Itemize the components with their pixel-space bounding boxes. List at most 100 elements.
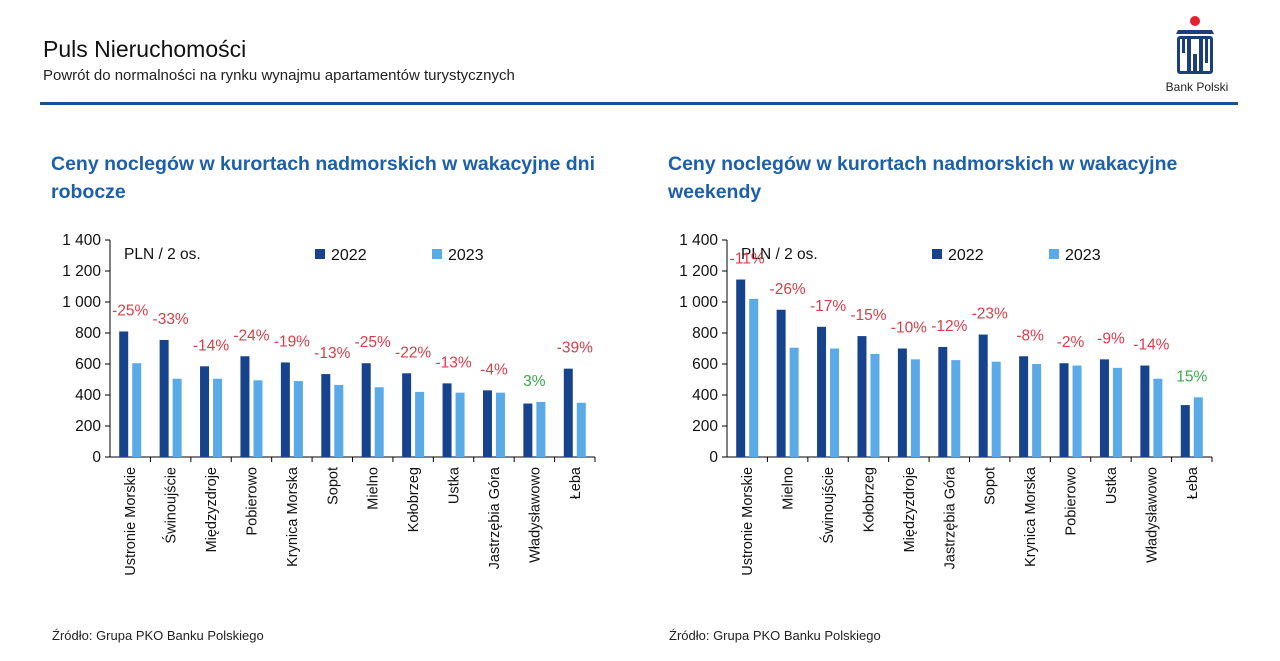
bar-2022 (523, 403, 533, 457)
y-tick-label: 1 400 (62, 232, 101, 249)
bar-2023 (293, 381, 303, 457)
change-label: -11% (730, 251, 765, 268)
y-tick-label: 200 (75, 418, 101, 435)
x-category-label: Międzyzdroje (902, 467, 918, 552)
bar-2023 (991, 361, 1001, 457)
bar-2022 (897, 348, 907, 457)
bar-2022 (159, 339, 169, 457)
x-category-label: Władysławowo (527, 467, 543, 563)
bar-2023 (455, 392, 465, 457)
y-tick-label: 600 (692, 356, 718, 373)
bar-2022 (482, 390, 492, 457)
change-label: -2% (1057, 334, 1085, 351)
x-category-label: Ustronie Morskie (123, 467, 139, 576)
change-label: -9% (1097, 330, 1125, 347)
bar-2023 (1153, 378, 1163, 457)
change-label: -13% (314, 345, 350, 362)
bar-2022 (321, 374, 331, 457)
bar-2022 (119, 331, 129, 457)
bar-2022 (563, 368, 573, 457)
unit-label: PLN / 2 os. (741, 246, 818, 263)
change-label: -25% (112, 302, 148, 319)
y-tick-label: 800 (692, 325, 718, 342)
x-category-label: Pobierowo (244, 467, 260, 536)
bar-2023 (495, 392, 505, 457)
legend-label-2022: 2022 (948, 247, 984, 264)
x-category-label: Mielno (366, 467, 382, 510)
chart-title-weekdays: Ceny noclegów w kurortach nadmorskich w … (51, 153, 595, 203)
change-label: -26% (770, 281, 806, 298)
bar-2022 (361, 363, 371, 457)
bar-2022 (817, 326, 827, 457)
bar-2023 (830, 348, 840, 457)
change-label: -24% (233, 327, 269, 344)
x-category-label: Kołobrzeg (861, 467, 877, 532)
bar-2022 (442, 383, 452, 457)
x-category-label: Krynica Morska (285, 466, 301, 567)
change-label: -12% (931, 318, 967, 335)
x-category-label: Świnoujście (819, 467, 837, 544)
bar-2022 (240, 356, 250, 457)
x-category-label: Pobierowo (1064, 467, 1080, 536)
x-category-label: Mielno (781, 467, 797, 510)
x-category-label: Krynica Morska (1023, 466, 1039, 567)
y-tick-label: 1 200 (679, 263, 718, 280)
bar-2022 (776, 309, 786, 457)
bar-2023 (870, 353, 880, 457)
bar-2023 (374, 387, 384, 457)
change-label: -10% (891, 320, 927, 337)
legend-swatch-2022 (315, 249, 325, 259)
bar-2023 (253, 380, 263, 457)
x-category-label: Ustronie Morskie (740, 467, 756, 576)
change-label: -17% (810, 298, 846, 315)
bar-2023 (132, 363, 142, 457)
change-label: -13% (435, 354, 471, 371)
change-label: 15% (1176, 368, 1207, 385)
bar-2022 (1019, 356, 1029, 457)
bar-2022 (1140, 365, 1150, 457)
y-tick-label: 400 (692, 387, 718, 404)
bar-2022 (402, 373, 412, 457)
bar-2022 (857, 336, 867, 457)
bar-2023 (749, 298, 759, 457)
change-label: -15% (850, 307, 886, 324)
y-tick-label: 1 000 (679, 294, 718, 311)
change-label: -22% (395, 344, 431, 361)
legend-label-2023: 2023 (1065, 247, 1101, 264)
bar-2023 (334, 384, 344, 457)
x-category-label: Świnoujście (162, 467, 180, 544)
source-note-weekends: Źródło: Grupa PKO Banku Polskiego (669, 628, 881, 643)
y-tick-label: 1 400 (679, 232, 718, 249)
legend-swatch-2022 (932, 249, 942, 259)
change-label: -33% (153, 311, 189, 328)
y-tick-label: 1 000 (62, 294, 101, 311)
bar-2023 (789, 347, 799, 457)
change-label: -39% (557, 340, 593, 357)
bar-2022 (736, 279, 746, 457)
y-tick-label: 200 (692, 418, 718, 435)
x-category-label: Międzyzdroje (204, 467, 220, 552)
bar-2022 (1059, 363, 1069, 457)
bar-2023 (1112, 367, 1122, 457)
source-note-weekdays: Źródło: Grupa PKO Banku Polskiego (52, 628, 264, 643)
unit-label: PLN / 2 os. (124, 246, 201, 263)
y-tick-label: 800 (75, 325, 101, 342)
page-title: Puls Nieruchomości (43, 36, 247, 62)
header-divider (40, 102, 1238, 105)
change-label: -4% (480, 361, 508, 378)
bar-2023 (172, 378, 182, 457)
bar-2023 (951, 360, 961, 457)
change-label: -8% (1016, 327, 1044, 344)
x-category-label: Ustka (1104, 466, 1120, 504)
logo-text: Bank Polski (1165, 80, 1229, 94)
pko-logo-icon (1176, 16, 1214, 74)
legend-swatch-2023 (432, 249, 442, 259)
bar-2022 (1180, 405, 1190, 457)
x-category-label: Jastrzębia Góra (487, 466, 503, 569)
x-category-label: Jastrzębia Góra (942, 466, 958, 569)
change-label: -14% (193, 337, 229, 354)
bar-2023 (536, 401, 546, 457)
bar-2023 (576, 402, 586, 457)
x-category-label: Sopot (325, 467, 341, 505)
bar-2022 (1099, 359, 1109, 457)
